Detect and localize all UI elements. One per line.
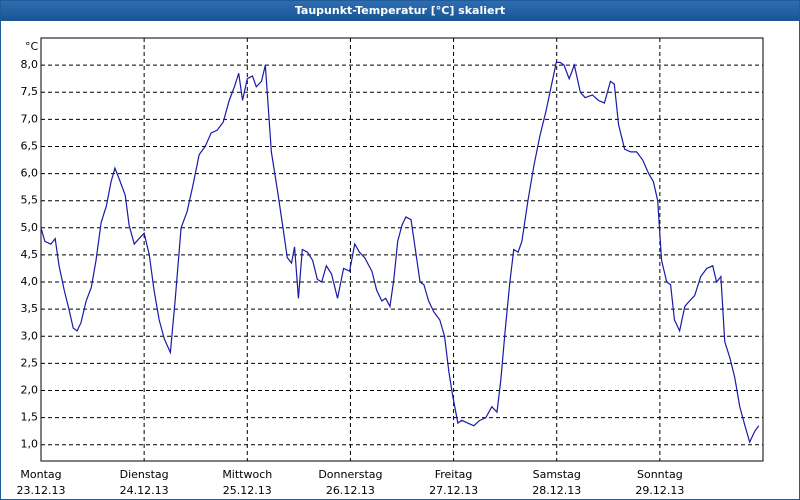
x-tick-date: 23.12.13 (17, 484, 66, 497)
x-tick-date: 25.12.13 (223, 484, 272, 497)
x-tick-label: Freitag (435, 468, 473, 481)
y-tick-label: 4,0 (21, 275, 39, 288)
x-tick-date: 28.12.13 (532, 484, 581, 497)
y-tick-label: 6,5 (21, 139, 39, 152)
y-tick-label: 5,5 (21, 194, 39, 207)
y-unit: °C (25, 40, 39, 53)
x-tick-date: 24.12.13 (120, 484, 169, 497)
x-tick-date: 26.12.13 (326, 484, 375, 497)
y-tick-label: 1,5 (21, 411, 39, 424)
y-tick-label: 7,5 (21, 85, 39, 98)
y-tick-label: 2,0 (21, 384, 39, 397)
plot-frame (40, 37, 764, 462)
x-tick-label: Sonntag (637, 468, 683, 481)
y-tick-label: 1,0 (21, 438, 39, 451)
x-tick-label: Samstag (533, 468, 581, 481)
y-tick-label: 8,0 (21, 58, 39, 71)
y-tick-label: 5,0 (21, 221, 39, 234)
x-tick-date: 29.12.13 (635, 484, 684, 497)
data-line (40, 61, 760, 444)
x-tick-label: Dienstag (120, 468, 169, 481)
title-bar: Taupunkt-Temperatur [°C] skaliert (1, 1, 799, 21)
x-tick-date: 27.12.13 (429, 484, 478, 497)
y-tick-label: 3,0 (21, 329, 39, 342)
x-tick-label: Mittwoch (222, 468, 272, 481)
y-tick-label: 4,5 (21, 248, 39, 261)
y-tick-label: 3,5 (21, 302, 39, 315)
y-tick-label: 6,0 (21, 167, 39, 180)
y-tick-label: 2,5 (21, 356, 39, 369)
x-tick-label: Donnerstag (318, 468, 382, 481)
x-tick-label: Montag (20, 468, 61, 481)
y-tick-label: 7,0 (21, 112, 39, 125)
